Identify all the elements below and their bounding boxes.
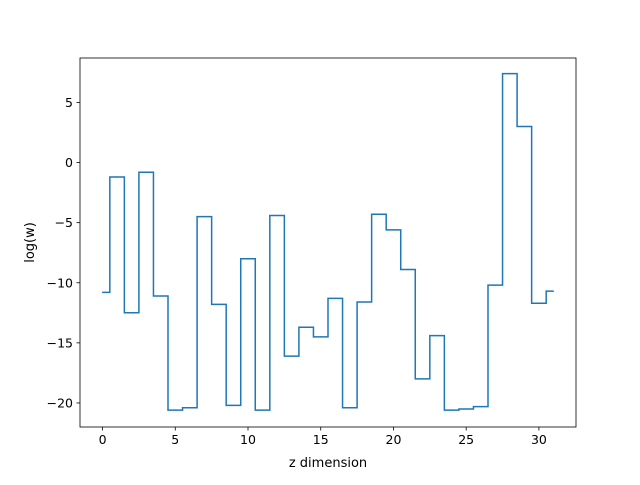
data-point [189, 407, 191, 409]
plot-frame [79, 57, 577, 428]
y-tick-label: −10 [47, 275, 73, 290]
data-point [131, 312, 133, 314]
y-tick-label: −20 [47, 395, 73, 410]
data-point [363, 301, 365, 303]
x-tick-label: 5 [171, 432, 179, 447]
data-series-group [101, 72, 555, 411]
data-point [232, 404, 235, 406]
data-point [116, 176, 118, 178]
x-tick-label: 20 [386, 432, 402, 447]
x-axis-label: z dimension [289, 456, 367, 471]
data-point [552, 290, 555, 292]
y-tick-label: 5 [65, 95, 73, 110]
data-point [203, 216, 205, 218]
data-point [378, 213, 380, 215]
data-point [291, 355, 293, 357]
data-point [494, 284, 496, 286]
y-tick-label: −15 [47, 335, 73, 350]
data-point [392, 229, 395, 231]
y-axis-label: log(w) [23, 222, 38, 263]
data-point [421, 378, 424, 380]
data-point [320, 336, 322, 338]
y-tick-label: 0 [65, 155, 73, 170]
data-point [436, 335, 438, 337]
plot-area-background [80, 58, 576, 427]
data-point [334, 297, 336, 299]
data-point [480, 405, 482, 408]
data-point [538, 302, 540, 304]
x-tick-label: 15 [313, 432, 329, 447]
x-tick-label: 30 [531, 432, 547, 447]
data-point [349, 407, 351, 409]
axis-ticks-group: 0 5 10 15 20 25 30 −20 −15 −10 −5 0 5 [47, 95, 547, 447]
x-tick-label: 10 [240, 432, 256, 447]
x-tick-label: 25 [458, 432, 474, 447]
y-tick-label: −5 [55, 215, 73, 230]
data-point [218, 303, 220, 305]
data-point [261, 409, 264, 411]
data-point [509, 73, 511, 75]
data-point [247, 258, 249, 260]
data-point [276, 214, 278, 217]
data-point [523, 125, 525, 128]
data-point [465, 408, 467, 410]
data-point [451, 409, 453, 411]
data-point [305, 326, 307, 328]
data-point [101, 291, 104, 293]
data-point [174, 409, 176, 411]
x-tick-label: 0 [99, 432, 107, 447]
data-point [407, 268, 409, 271]
data-point [160, 295, 162, 297]
data-point [145, 171, 147, 173]
